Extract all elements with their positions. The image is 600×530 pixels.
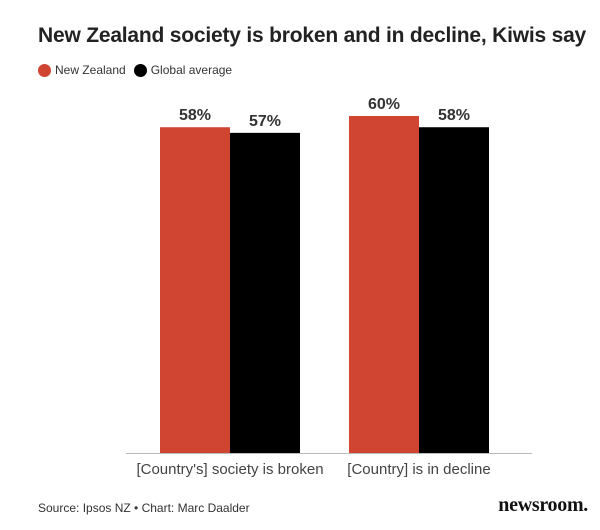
- source-note: Source: Ipsos NZ • Chart: Marc Daalder: [38, 501, 250, 515]
- legend-label-global-average: Global average: [150, 63, 233, 77]
- data-label-global-average-0: 57%: [249, 113, 281, 130]
- bar-new-zealand-1: [349, 116, 419, 453]
- category-label-0: [Country's] society is broken: [136, 461, 323, 478]
- data-label-global-average-1: 58%: [438, 107, 470, 124]
- data-label-new-zealand-1: 60%: [368, 96, 400, 113]
- legend-swatch-global-average: [133, 63, 147, 77]
- brand-logo: newsroom.: [498, 494, 588, 516]
- bar-new-zealand-0: [160, 127, 230, 453]
- legend-swatch-new-zealand: [38, 63, 51, 77]
- chart-title: New Zealand society is broken and in dec…: [38, 24, 587, 47]
- data-label-new-zealand-0: 58%: [179, 107, 211, 124]
- category-label-1: [Country] is in decline: [347, 461, 490, 478]
- legend-label-new-zealand: New Zealand: [55, 63, 126, 77]
- bar-global-average-1: [419, 127, 489, 453]
- legend-item-new-zealand: New Zealand: [38, 63, 126, 77]
- bar-chart: 58% 57% [Country's] society is broken 60% 58…: [126, 96, 532, 478]
- legend-item-global-average: Global average: [133, 63, 233, 77]
- chart-legend: New Zealand Global average: [38, 63, 240, 77]
- bar-global-average-0: [230, 132, 300, 453]
